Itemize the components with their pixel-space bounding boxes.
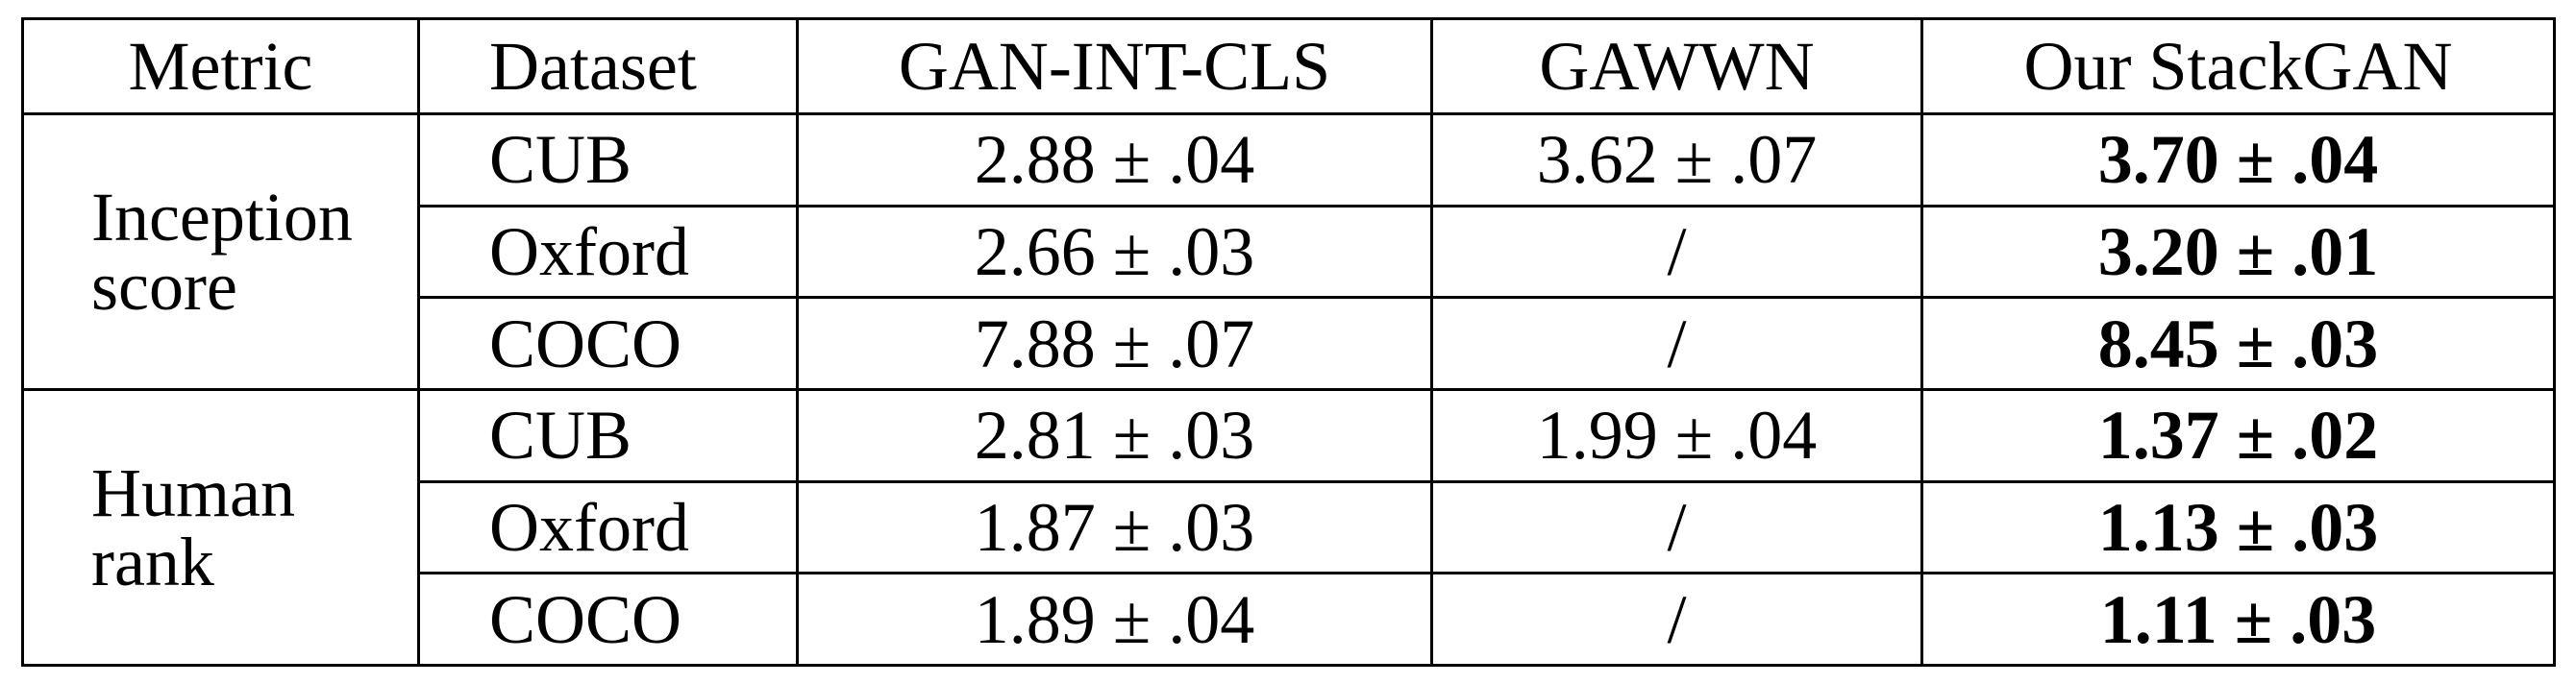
stackgan-cell: 1.37 ± .02 <box>1920 387 2556 483</box>
metric-label-line2: score <box>91 247 237 325</box>
results-table: Metric Dataset GAN-INT-CLS GAWWN Our Sta… <box>21 17 2556 668</box>
dataset-cell: Oxford <box>417 204 799 300</box>
metric-label-line2: rank <box>91 523 214 600</box>
header-stackgan: Our StackGAN <box>1920 17 2556 115</box>
metric-cell-human-rank: Human rank <box>21 387 420 668</box>
table-row: COCO 7.88 ± .07 / 8.45 ± .03 <box>23 296 2556 391</box>
stackgan-cell: 8.45 ± .03 <box>1920 296 2556 391</box>
gawwn-cell: / <box>1430 479 1923 575</box>
gan-int-cls-cell: 2.66 ± .03 <box>796 204 1433 300</box>
metric-label-line1: Inception <box>91 178 353 256</box>
header-metric: Metric <box>21 17 420 115</box>
dataset-cell: CUB <box>417 387 799 483</box>
gan-int-cls-cell: 2.88 ± .04 <box>796 112 1433 208</box>
header-gawwn: GAWWN <box>1430 17 1923 115</box>
gawwn-cell: 1.99 ± .04 <box>1430 387 1923 483</box>
table-row: Oxford 2.66 ± .03 / 3.20 ± .01 <box>23 204 2556 300</box>
header-dataset: Dataset <box>417 17 799 115</box>
header-row: Metric Dataset GAN-INT-CLS GAWWN Our Sta… <box>21 17 2556 115</box>
gawwn-cell: / <box>1430 204 1923 300</box>
metric-label-line1: Human <box>91 453 295 531</box>
table-row: Inception score CUB 2.88 ± .04 3.62 ± .0… <box>21 112 2556 391</box>
stackgan-cell: 1.11 ± .03 <box>1920 572 2556 667</box>
gan-int-cls-cell: 1.87 ± .03 <box>796 479 1433 575</box>
table-row: Oxford 1.87 ± .03 / 1.13 ± .03 <box>23 479 2556 575</box>
dataset-cell: Oxford <box>417 479 799 575</box>
gan-int-cls-cell: 7.88 ± .07 <box>796 296 1433 391</box>
table-row: COCO 1.89 ± .04 / 1.11 ± .03 <box>23 572 2556 667</box>
gawwn-cell: 3.62 ± .07 <box>1430 112 1923 208</box>
gawwn-cell: / <box>1430 572 1923 667</box>
table-row: Human rank CUB 2.81 ± .03 1.99 ± .04 1.3… <box>21 387 2556 668</box>
header-gan-int-cls: GAN-INT-CLS <box>796 17 1433 115</box>
metric-cell-inception-score: Inception score <box>21 112 420 391</box>
stackgan-cell: 1.13 ± .03 <box>1920 479 2556 575</box>
dataset-cell: COCO <box>417 572 799 667</box>
dataset-cell: CUB <box>417 112 799 208</box>
stackgan-cell: 3.20 ± .01 <box>1920 204 2556 300</box>
gan-int-cls-cell: 1.89 ± .04 <box>796 572 1433 667</box>
dataset-cell: COCO <box>417 296 799 391</box>
stackgan-cell: 3.70 ± .04 <box>1920 112 2556 208</box>
gan-int-cls-cell: 2.81 ± .03 <box>796 387 1433 483</box>
gawwn-cell: / <box>1430 296 1923 391</box>
